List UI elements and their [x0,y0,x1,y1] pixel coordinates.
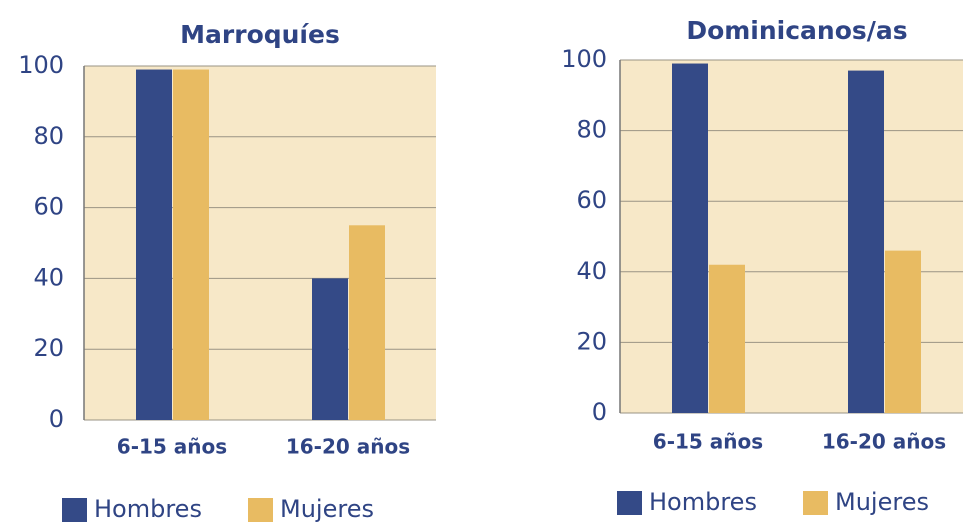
y-tick-label: 60 [33,193,64,221]
bar [312,278,348,420]
x-tick-label: 16-20 años [822,430,946,454]
y-tick-label: 60 [576,186,607,214]
legend-label: Hombres [649,488,757,516]
chart-title: Marroquíes [180,20,340,49]
legend-swatch [617,491,642,515]
y-tick-label: 20 [33,334,64,362]
legend-label: Hombres [94,495,202,523]
y-tick-label: 40 [33,263,64,291]
x-tick-label: 16-20 años [286,435,410,459]
legend-swatch [62,498,87,522]
legend-label: Mujeres [835,488,929,516]
bar [848,70,884,413]
y-tick-label: 40 [576,257,607,285]
bar [709,264,745,413]
bar [173,69,209,420]
y-tick-label: 100 [561,45,607,73]
bar [672,63,708,413]
y-tick-label: 0 [49,405,64,433]
legend-label: Mujeres [280,495,374,523]
x-tick-label: 6-15 años [653,430,763,454]
chart-title: Dominicanos/as [686,16,907,45]
y-tick-label: 80 [576,116,607,144]
legend-swatch [248,498,273,522]
y-tick-label: 20 [576,327,607,355]
legend-swatch [803,491,828,515]
y-tick-label: 0 [592,398,607,426]
x-tick-label: 6-15 años [117,435,227,459]
y-tick-label: 100 [18,51,64,79]
bar [136,69,172,420]
y-tick-label: 80 [33,122,64,150]
bar [885,250,921,413]
bar [349,225,385,420]
